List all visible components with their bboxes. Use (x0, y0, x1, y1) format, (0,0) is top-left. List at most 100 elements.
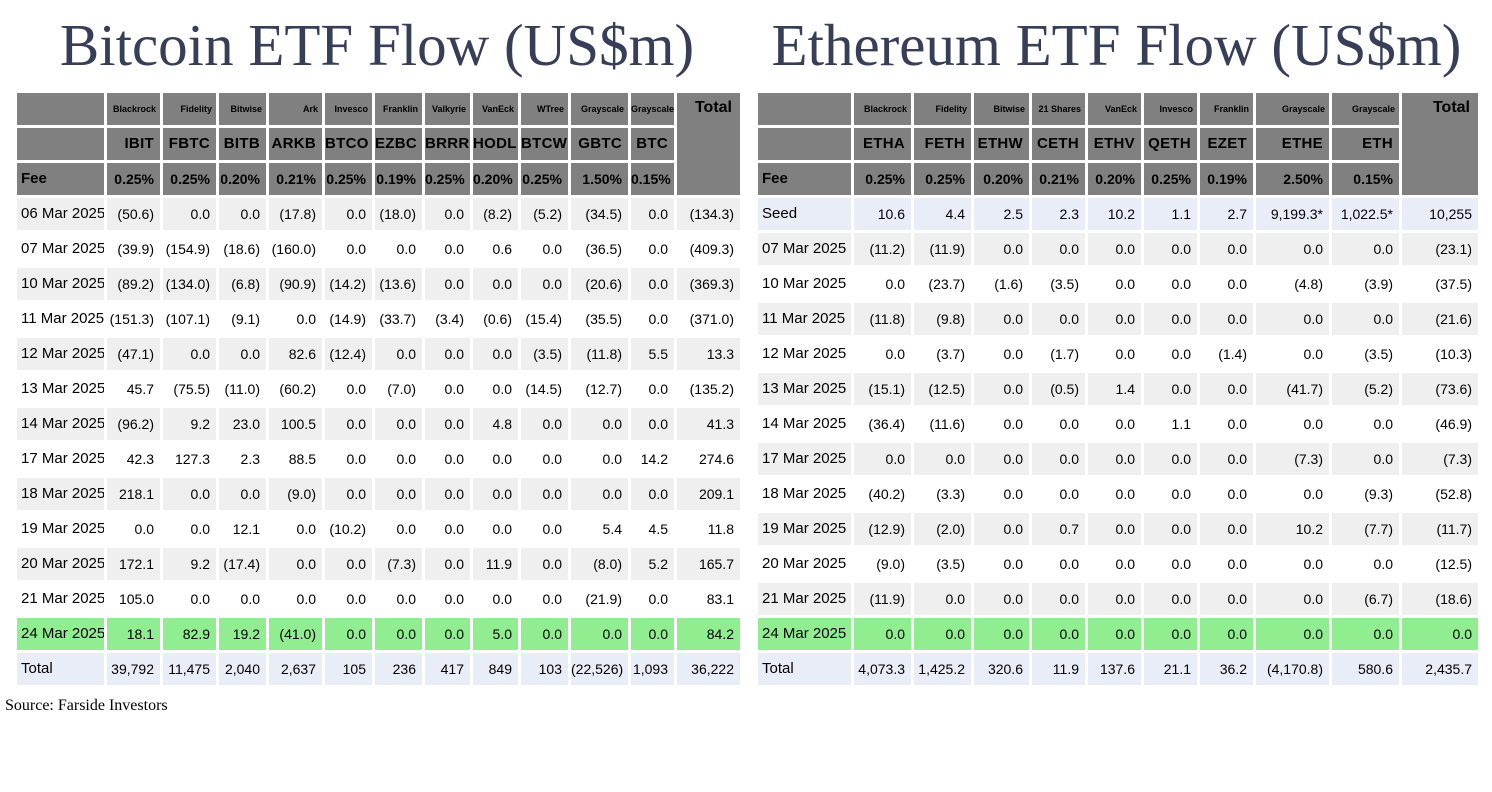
row-total-cell: 165.7 (674, 544, 743, 583)
value-cell: (89.2) (104, 264, 163, 303)
value-cell: 103 (518, 649, 571, 688)
value-cell: (0.5) (1029, 369, 1088, 408)
value-cell: 0.0 (422, 404, 473, 443)
value-cell: (13.6) (372, 264, 425, 303)
row-total-cell: 84.2 (674, 614, 743, 653)
value-cell: 0.0 (1253, 229, 1332, 268)
row-total-cell: 209.1 (674, 474, 743, 513)
value-cell: 0.0 (1197, 439, 1256, 478)
value-cell: 10.6 (851, 194, 914, 233)
value-cell: 320.6 (971, 649, 1032, 688)
value-cell: 10.2 (1253, 509, 1332, 548)
ticker-header-cell: CETH (1029, 124, 1088, 163)
value-cell: 0.0 (322, 194, 375, 233)
value-cell: 4.8 (470, 404, 521, 443)
ticker-header-cell: QETH (1141, 124, 1200, 163)
value-cell: 0.0 (1253, 544, 1332, 583)
value-cell: (107.1) (160, 299, 219, 338)
value-cell: 1,022.5* (1329, 194, 1402, 233)
value-cell: (12.4) (322, 334, 375, 373)
row-label-cell: 10 Mar 2025 (14, 264, 107, 303)
ticker-header-row: ETHA FETH ETHW CETH ETHV QETH EZET ETHE ETH (755, 124, 1480, 163)
bitcoin-title: Bitcoin ETF Flow (US$m) (59, 12, 695, 78)
ticker-header-cell: BTCO (322, 124, 375, 163)
value-cell: 0.0 (266, 544, 325, 583)
value-cell: 100.5 (266, 404, 325, 443)
value-cell: 0.0 (372, 439, 425, 478)
value-cell: 4,073.3 (851, 649, 914, 688)
value-cell: 0.0 (911, 614, 974, 653)
value-cell: 0.6 (470, 229, 521, 268)
value-cell: 1.1 (1141, 404, 1200, 443)
value-cell: (96.2) (104, 404, 163, 443)
fee-cell: 0.15% (1329, 159, 1402, 198)
value-cell: (41.0) (266, 614, 325, 653)
value-cell: (14.2) (322, 264, 375, 303)
value-cell: 0.0 (971, 439, 1032, 478)
value-cell: 11.9 (470, 544, 521, 583)
value-cell: 0.0 (266, 509, 325, 548)
ticker-header-row: IBIT FBTC BITB ARKB BTCO EZBC BRRR HODL BTCW GBTC… (14, 124, 742, 163)
value-cell: 0.0 (216, 334, 269, 373)
ticker-header-cell: ETHA (851, 124, 914, 163)
value-cell: (4,170.8) (1253, 649, 1332, 688)
value-cell: 0.0 (1197, 404, 1256, 443)
issuer-header-cell: Valkyrie (422, 89, 473, 128)
value-cell: 0.0 (422, 544, 473, 583)
value-cell: 4.4 (911, 194, 974, 233)
row-label-cell: 21 Mar 2025 (755, 579, 854, 618)
issuer-header-cell: Fidelity (160, 89, 219, 128)
table-row: 24 Mar 2025 18.1 82.9 19.2 (41.0) 0.0 0.0 0.0 5.… (14, 614, 743, 653)
fee-cell: 0.19% (372, 159, 425, 198)
fee-header-row: Fee 0.25% 0.25% 0.20% 0.21% 0.25% 0.19% 0.25% 0.… (14, 159, 742, 198)
value-cell: (9.0) (851, 544, 914, 583)
row-total-cell: (135.2) (674, 369, 743, 408)
value-cell: 0.0 (1197, 544, 1256, 583)
value-cell: 0.0 (1141, 544, 1200, 583)
value-cell: 0.0 (1085, 544, 1144, 583)
row-total-cell: (46.9) (1399, 404, 1481, 443)
table-row: 07 Mar 2025 (39.9) (154.9) (18.6) (160.0) 0.0… (14, 229, 743, 268)
value-cell: (60.2) (266, 369, 325, 408)
table-row: 10 Mar 2025 (89.2) (134.0) (6.8) (90.9) (14.2… (14, 264, 743, 303)
value-cell: 0.0 (971, 334, 1032, 373)
value-cell: 0.0 (160, 509, 219, 548)
value-cell: (5.2) (1329, 369, 1402, 408)
row-label-cell: 17 Mar 2025 (14, 439, 107, 478)
value-cell: (18.6) (216, 229, 269, 268)
value-cell: 0.0 (971, 474, 1032, 513)
value-cell: 0.0 (1141, 334, 1200, 373)
value-cell: 137.6 (1085, 649, 1144, 688)
issuer-header-cell: Grayscale (568, 89, 631, 128)
value-cell: 0.0 (1141, 614, 1200, 653)
value-cell: 0.0 (372, 474, 425, 513)
value-cell: 0.0 (1197, 264, 1256, 303)
value-cell: 0.0 (266, 579, 325, 618)
value-cell: 0.0 (422, 264, 473, 303)
value-cell: 0.0 (470, 369, 521, 408)
value-cell: 0.0 (568, 614, 631, 653)
value-cell: (40.2) (851, 474, 914, 513)
value-cell: 0.0 (422, 194, 473, 233)
value-cell: 0.0 (160, 334, 219, 373)
value-cell: (15.1) (851, 369, 914, 408)
value-cell: 0.0 (971, 404, 1032, 443)
value-cell: (90.9) (266, 264, 325, 303)
table-row: 24 Mar 2025 0.0 0.0 0.0 0.0 0.0 0.0 0.0 0.0 0.0 0.… (755, 614, 1481, 653)
value-cell: (3.5) (911, 544, 974, 583)
value-cell: 0.0 (911, 439, 974, 478)
issuer-header-cell: WTree (518, 89, 571, 128)
value-cell: (7.3) (1253, 439, 1332, 478)
value-cell: 0.0 (628, 404, 677, 443)
table-row: 19 Mar 2025 (12.9) (2.0) 0.0 0.7 0.0 0.0 0.0 10.… (755, 509, 1481, 548)
value-cell: (5.2) (518, 194, 571, 233)
value-cell: 0.0 (322, 439, 375, 478)
table-row: Seed 10.6 4.4 2.5 2.3 10.2 1.1 2.7 9,199.3* 1,022… (755, 194, 1481, 233)
value-cell: (7.0) (372, 369, 425, 408)
table-row: 17 Mar 2025 42.3 127.3 2.3 88.5 0.0 0.0 0.0 0.0 0… (14, 439, 743, 478)
value-cell: 0.0 (1085, 404, 1144, 443)
fee-cell: 1.50% (568, 159, 631, 198)
row-total-cell: (21.6) (1399, 299, 1481, 338)
value-cell: 12.1 (216, 509, 269, 548)
